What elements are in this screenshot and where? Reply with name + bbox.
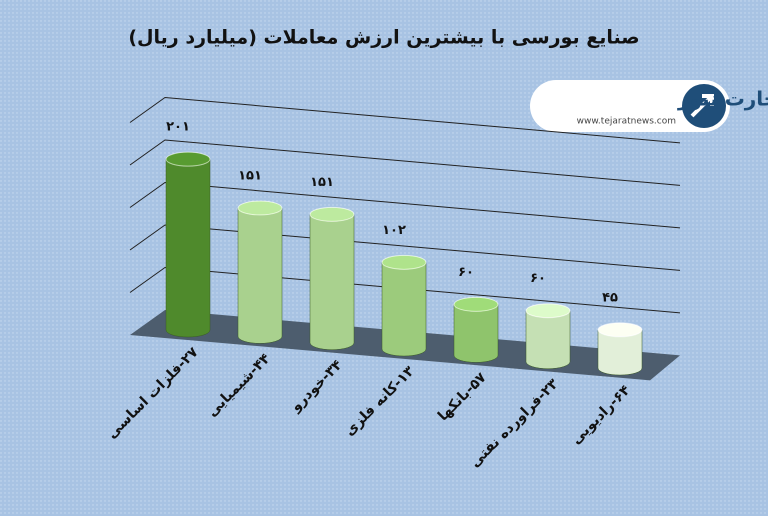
- bar-top: [525, 303, 571, 319]
- logo-box: [530, 80, 730, 132]
- bar-body: [165, 158, 211, 338]
- bar: [453, 296, 499, 363]
- bar: [525, 303, 571, 369]
- value-label: ۱۵۱: [310, 175, 334, 190]
- bar-body: [309, 214, 355, 350]
- grid-line: [129, 224, 681, 271]
- bar-body: [381, 262, 427, 357]
- bar-top: [165, 151, 211, 167]
- bar-top: [237, 200, 283, 216]
- logo: تجارت نیوز www.tejaratnews.com: [530, 80, 768, 132]
- bar: [597, 322, 643, 376]
- bar-body: [237, 207, 283, 344]
- bar-body: [453, 304, 499, 363]
- bar: [309, 206, 355, 350]
- chart-title: صنایع بورسی با بیشترین ارزش معاملات (میل…: [128, 27, 639, 49]
- bar-body: [597, 329, 643, 376]
- grid-line: [129, 96, 681, 144]
- value-label: ۶۰: [458, 265, 474, 280]
- grid-line: [129, 181, 681, 229]
- bar-top: [309, 206, 355, 222]
- bar-top: [453, 296, 499, 312]
- logo-name: تجارت نیوز: [677, 87, 768, 111]
- bar: [381, 254, 427, 357]
- bar: [165, 151, 211, 338]
- bar: [237, 200, 283, 344]
- value-label: ۱۰۲: [382, 223, 406, 238]
- bar-top: [597, 322, 643, 338]
- value-label: ۲۰۱: [166, 120, 190, 135]
- grid-line: [129, 139, 681, 186]
- grid-line: [129, 266, 681, 314]
- bar-top: [381, 254, 427, 270]
- value-label: ۱۵۱: [238, 169, 262, 184]
- bar-body: [525, 310, 571, 369]
- logo-arrow: [690, 94, 714, 118]
- value-label: ۴۵: [602, 290, 618, 305]
- value-label: ۶۰: [530, 271, 546, 286]
- logo-url: www.tejaratnews.com: [577, 117, 676, 127]
